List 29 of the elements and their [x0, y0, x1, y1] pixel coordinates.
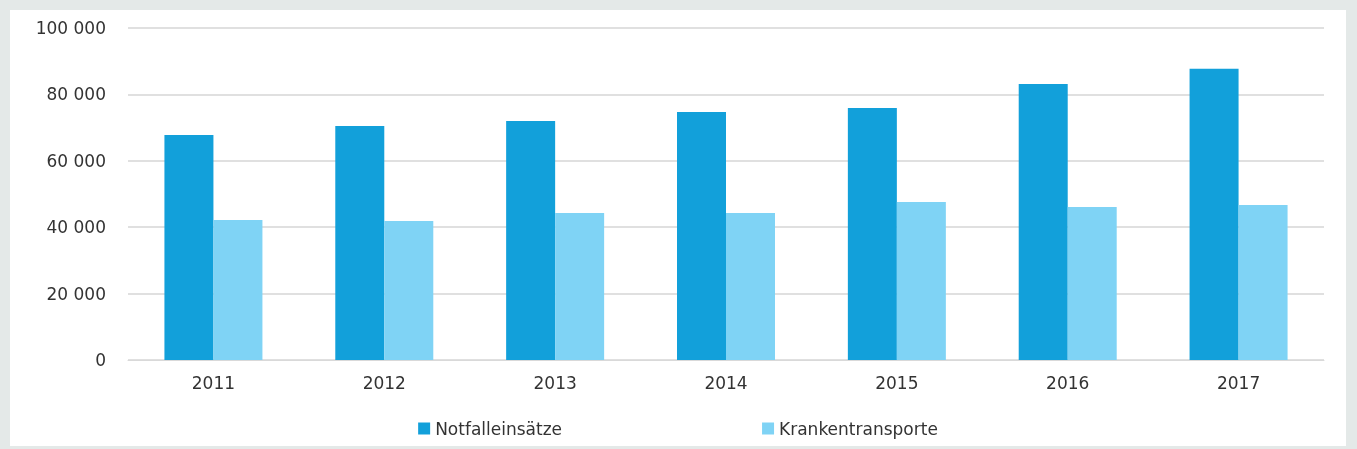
bar	[1067, 206, 1117, 360]
bar	[1018, 84, 1068, 360]
x-tick-label: 2016	[1046, 372, 1090, 393]
bar	[335, 125, 385, 360]
bar	[726, 212, 775, 360]
bar	[677, 112, 726, 360]
bar	[384, 220, 434, 360]
bar	[1238, 204, 1288, 360]
x-tick-label: 2011	[191, 372, 236, 393]
bar	[847, 108, 897, 360]
y-tick-label: 0	[95, 350, 106, 370]
x-tick-label: 2012	[362, 372, 406, 393]
y-tick-label: 80 000	[46, 84, 106, 105]
x-tick-label: 2013	[533, 372, 577, 393]
y-tick-label: 20 000	[46, 283, 106, 304]
bar	[164, 134, 214, 360]
y-tick-label: 40 000	[46, 217, 106, 238]
x-tick-label: 2015	[875, 372, 919, 393]
x-tick-label: 2017	[1216, 372, 1261, 393]
bar	[896, 201, 946, 360]
bar	[1189, 68, 1239, 360]
bar	[555, 212, 605, 360]
y-tick-label: 60 000	[46, 150, 106, 171]
x-tick-label: 2014	[704, 372, 748, 393]
bar	[213, 219, 263, 360]
legend-label: Krankentransporte	[779, 418, 938, 439]
legend-label: Notfalleinsätze	[435, 418, 563, 439]
bar	[506, 120, 556, 360]
y-tick-label: 100 000	[35, 18, 106, 38]
